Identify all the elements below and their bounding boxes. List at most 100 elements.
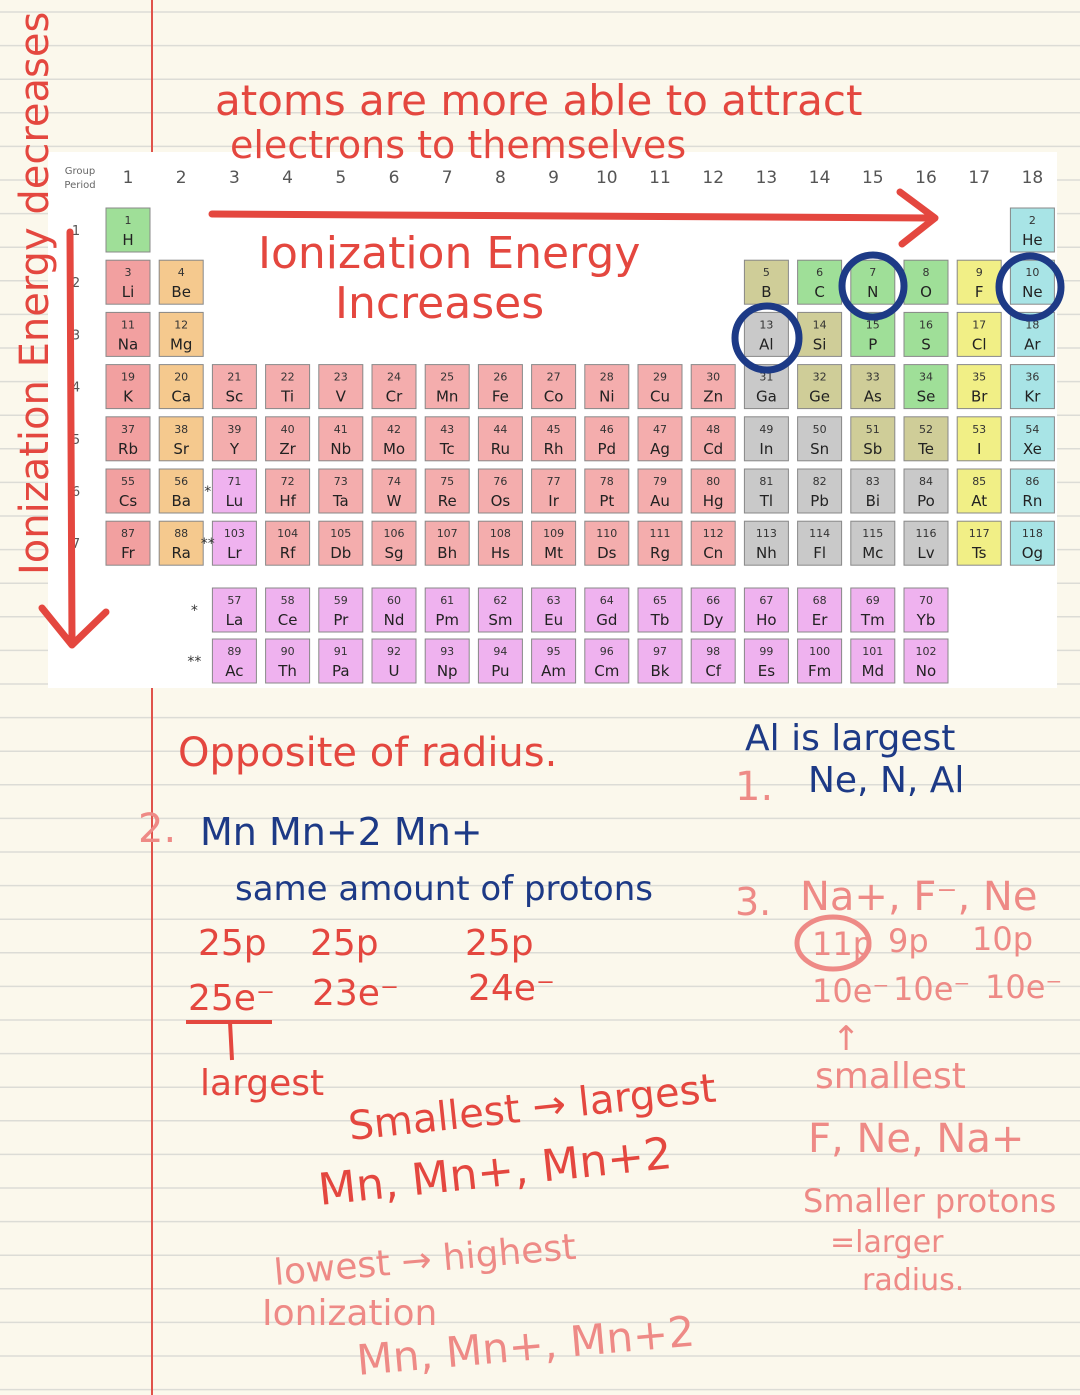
group-number: 6 (389, 168, 400, 188)
note: Opposite of radius. (178, 730, 557, 776)
element-symbol: Al (759, 335, 773, 353)
element-symbol: Na (118, 335, 138, 353)
underline-largest (186, 1020, 272, 1061)
element-symbol: Po (917, 492, 935, 510)
element-cell (265, 468, 311, 514)
atomic-number: 77 (547, 475, 561, 488)
element-cell (903, 416, 949, 462)
element-symbol: Cr (386, 388, 403, 406)
element-symbol: At (971, 492, 987, 510)
element-symbol: Fr (121, 544, 136, 562)
atomic-number: 57 (227, 594, 241, 607)
atomic-number: 98 (706, 645, 720, 658)
element-cell (584, 468, 630, 514)
atomic-number: 14 (813, 318, 827, 331)
atomic-number: 58 (281, 594, 295, 607)
element-cell (903, 259, 949, 305)
element-symbol: Dy (703, 611, 724, 629)
atomic-number: 110 (596, 527, 617, 540)
element-symbol: Cd (703, 440, 723, 458)
atomic-number: 74 (387, 475, 401, 488)
element-cell (850, 468, 896, 514)
element-symbol: Gd (596, 611, 617, 629)
element-cell (743, 638, 789, 684)
element-symbol: N (867, 283, 878, 301)
group-number: 16 (915, 168, 937, 188)
element-symbol: Mg (170, 335, 192, 353)
element-cell (531, 416, 577, 462)
element-cell (690, 587, 736, 633)
element-symbol: P (868, 335, 877, 353)
element-symbol: Th (277, 662, 297, 680)
atomic-number: 50 (813, 423, 827, 436)
atomic-number: 87 (121, 527, 135, 540)
group-number: 2 (176, 168, 187, 188)
circle-ne (995, 252, 1065, 322)
element-cell (158, 416, 204, 462)
element-symbol: Os (491, 492, 511, 510)
element-cell (265, 587, 311, 633)
element-cell (211, 364, 257, 410)
note: F, Ne, Na+ (808, 1116, 1024, 1162)
atomic-number: 91 (334, 645, 348, 658)
element-symbol: Sg (384, 544, 403, 562)
element-cell (850, 311, 896, 357)
atomic-number: 113 (756, 527, 777, 540)
element-symbol: U (389, 662, 400, 680)
element-symbol: Ni (599, 388, 614, 406)
element-symbol: Fm (808, 662, 831, 680)
element-symbol: Pb (810, 492, 829, 510)
element-cell (584, 364, 630, 410)
element-symbol: He (1022, 231, 1043, 249)
note: same amount of protons (235, 869, 653, 909)
element-cell (584, 416, 630, 462)
group-number: 5 (335, 168, 346, 188)
atomic-number: 95 (547, 645, 561, 658)
element-symbol: Fl (813, 544, 826, 562)
atomic-number: 1 (125, 214, 132, 227)
element-symbol: Li (122, 283, 135, 301)
element-cell (584, 638, 630, 684)
element-symbol: Am (541, 662, 566, 680)
atomic-number: 18 (1025, 318, 1039, 331)
element-cell (903, 364, 949, 410)
element-cell (850, 416, 896, 462)
atomic-number: 54 (1025, 423, 1039, 436)
element-symbol: Ag (650, 440, 670, 458)
element-cell (424, 587, 470, 633)
element-symbol: Se (917, 388, 936, 406)
element-cell (956, 364, 1002, 410)
element-symbol: Be (171, 283, 191, 301)
group-number: 17 (968, 168, 990, 188)
atomic-number: 26 (493, 371, 507, 384)
note: 25p (465, 923, 534, 964)
element-symbol: Mo (383, 440, 405, 458)
note: 25e⁻ (188, 978, 275, 1019)
element-cell (743, 587, 789, 633)
atomic-number: 115 (862, 527, 883, 540)
element-cell (956, 259, 1002, 305)
note-ie-increase: Ionization Energy (258, 228, 640, 279)
element-symbol: Md (862, 662, 884, 680)
element-cell (477, 364, 523, 410)
atomic-number: 25 (440, 371, 454, 384)
element-symbol: In (759, 440, 773, 458)
atomic-number: 55 (121, 475, 135, 488)
element-symbol: Te (917, 440, 934, 458)
element-symbol: Sr (173, 440, 190, 458)
element-symbol: Ru (491, 440, 510, 458)
element-symbol: Xe (1023, 440, 1042, 458)
atomic-number: 84 (919, 475, 933, 488)
circle-al (731, 302, 803, 374)
element-cell (265, 638, 311, 684)
element-cell (531, 638, 577, 684)
element-symbol: Au (650, 492, 670, 510)
atomic-number: 83 (866, 475, 880, 488)
atomic-number: 117 (969, 527, 990, 540)
element-cell (424, 416, 470, 462)
note: largest (200, 1063, 324, 1104)
element-cell (903, 520, 949, 566)
element-symbol: Pu (491, 662, 509, 680)
element-symbol: Pa (332, 662, 350, 680)
element-symbol: Sm (488, 611, 512, 629)
